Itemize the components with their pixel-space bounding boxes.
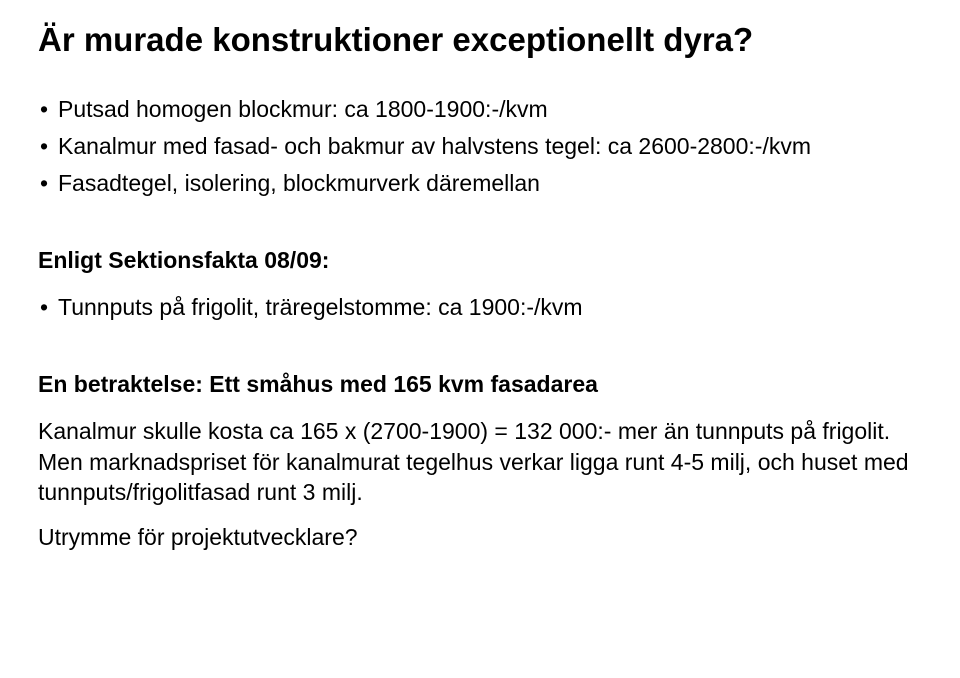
slide-title: Är murade konstruktioner exceptionellt d…: [38, 22, 922, 58]
section-3-heading: En betraktelse: Ett småhus med 165 kvm f…: [38, 371, 922, 398]
slide: Är murade konstruktioner exceptionellt d…: [0, 0, 960, 552]
section-2-list: Tunnputs på frigolit, träregelstomme: ca…: [38, 292, 922, 323]
list-item: Fasadtegel, isolering, blockmurverk däre…: [38, 168, 922, 199]
section-2-heading: Enligt Sektionsfakta 08/09:: [38, 247, 922, 274]
section-3-para-2: Utrymme för projektutvecklare?: [38, 522, 922, 552]
list-item: Putsad homogen blockmur: ca 1800-1900:-/…: [38, 94, 922, 125]
section-2: Enligt Sektionsfakta 08/09: Tunnputs på …: [38, 247, 922, 323]
section-1-list: Putsad homogen blockmur: ca 1800-1900:-/…: [38, 94, 922, 199]
section-3-para-1: Kanalmur skulle kosta ca 165 x (2700-190…: [38, 416, 922, 507]
section-1: Putsad homogen blockmur: ca 1800-1900:-/…: [38, 94, 922, 199]
list-item: Kanalmur med fasad- och bakmur av halvst…: [38, 131, 922, 162]
list-item: Tunnputs på frigolit, träregelstomme: ca…: [38, 292, 922, 323]
section-3: En betraktelse: Ett småhus med 165 kvm f…: [38, 371, 922, 551]
